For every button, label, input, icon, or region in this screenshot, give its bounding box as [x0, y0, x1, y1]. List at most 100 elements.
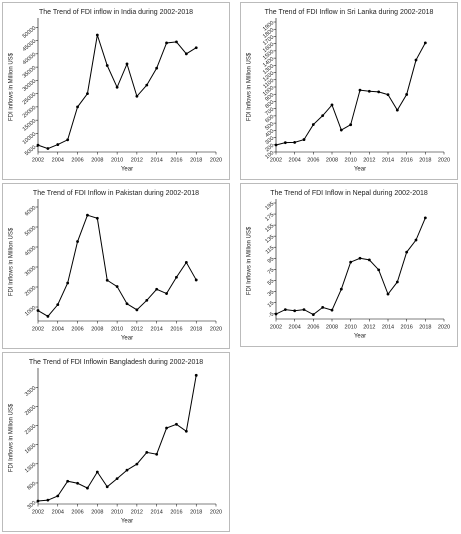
- y-axis-label: FDI Inflows in Million US$: [9, 227, 15, 296]
- point: [184, 52, 188, 56]
- point: [194, 278, 198, 282]
- point: [414, 238, 418, 242]
- x-tick-label: 2010: [111, 326, 123, 332]
- point: [86, 213, 89, 217]
- point: [125, 62, 129, 66]
- x-tick-label: 2010: [111, 157, 123, 163]
- point: [145, 83, 149, 87]
- x-axis-label: Year: [121, 167, 133, 173]
- x-tick-label: 2018: [419, 324, 431, 330]
- point: [95, 470, 99, 474]
- point: [302, 308, 306, 312]
- point: [175, 40, 178, 44]
- point: [395, 280, 399, 284]
- point: [115, 477, 119, 481]
- x-tick-label: 2006: [307, 324, 319, 330]
- point: [274, 143, 278, 147]
- point: [95, 216, 99, 220]
- x-tick-label: 2006: [71, 157, 83, 163]
- panel-border: [240, 183, 458, 347]
- point: [311, 313, 315, 316]
- panel-border: [2, 352, 230, 532]
- x-tick-label: 2002: [32, 326, 44, 332]
- x-tick-label: 2012: [131, 326, 143, 332]
- point: [165, 426, 168, 430]
- point: [66, 479, 70, 483]
- point: [86, 92, 89, 96]
- y-tick-label: 300: [26, 500, 37, 511]
- point: [405, 250, 409, 254]
- point: [105, 485, 109, 489]
- chart-title: The Trend of FDI Inflowin Bangladesh dur…: [29, 359, 203, 366]
- x-tick-label: 2012: [363, 324, 375, 330]
- point: [135, 462, 139, 466]
- y-tick-label: 900: [264, 92, 275, 103]
- x-axis-label: Year: [121, 519, 133, 525]
- x-tick-label: 2004: [289, 324, 301, 330]
- point: [36, 309, 40, 312]
- point: [46, 314, 50, 318]
- point: [135, 308, 139, 312]
- point: [165, 41, 168, 45]
- x-tick-label: 2018: [419, 157, 431, 163]
- point: [155, 287, 159, 291]
- y-axis-label: FDI Inflows in Million US$: [247, 52, 253, 121]
- point: [95, 33, 99, 37]
- point: [395, 108, 399, 112]
- y-tick-label: 100: [264, 150, 275, 161]
- x-tick-label: 2016: [170, 509, 182, 515]
- panel-border: [2, 2, 230, 180]
- x-tick-label: 2010: [345, 157, 357, 163]
- point: [358, 88, 362, 92]
- x-tick-label: 2014: [151, 326, 163, 332]
- y-tick-label: 35: [267, 289, 276, 298]
- chart-panel: The Trend of FDI inflow in India during …: [2, 2, 230, 180]
- y-axis-label: FDI Inflows in Million US$: [9, 403, 15, 472]
- x-tick-label: 2008: [91, 509, 103, 515]
- x-tick-label: 2014: [151, 509, 163, 515]
- point: [321, 306, 325, 309]
- x-tick-label: 2004: [52, 509, 64, 515]
- y-tick-label: 115: [265, 245, 276, 255]
- chart-title: The Trend of FDI Inflow in Pakistan duri…: [33, 190, 199, 197]
- point: [184, 429, 188, 433]
- point: [36, 143, 40, 147]
- point: [293, 309, 297, 313]
- x-axis-label: Year: [121, 336, 133, 342]
- y-tick-label: 800: [26, 481, 37, 492]
- y-tick-label: 15: [267, 300, 276, 309]
- y-tick-label: 175: [264, 212, 275, 223]
- point: [36, 499, 40, 503]
- x-tick-label: 2012: [131, 157, 143, 163]
- point: [274, 312, 278, 316]
- x-axis-label: Year: [354, 167, 366, 173]
- point: [76, 481, 79, 485]
- chart-title: The Trend of FDI Inflow in Nepal during …: [270, 190, 428, 197]
- point: [386, 93, 390, 97]
- point: [125, 468, 129, 472]
- point: [66, 138, 70, 142]
- chart-panel: The Trend of FDI Inflow in Sri Lanka dur…: [240, 2, 458, 180]
- point: [349, 123, 353, 127]
- y-tick-label: 500: [264, 121, 275, 132]
- chart-panel: The Trend of FDI Inflowin Bangladesh dur…: [2, 352, 230, 532]
- x-tick-label: 2020: [210, 157, 222, 163]
- y-tick-label: -5: [268, 312, 276, 320]
- x-axis-label: Year: [354, 334, 366, 340]
- point: [125, 302, 129, 306]
- y-tick-label: 600: [264, 114, 275, 125]
- x-tick-label: 2018: [190, 509, 202, 515]
- point: [105, 64, 109, 67]
- point: [115, 285, 119, 288]
- x-tick-label: 2006: [307, 157, 319, 163]
- x-tick-label: 2014: [382, 157, 394, 163]
- point: [135, 94, 139, 98]
- point: [386, 292, 390, 296]
- point: [115, 85, 119, 89]
- y-tick-label: 700: [264, 107, 275, 118]
- y-tick-label: 300: [264, 136, 275, 147]
- y-axis-label: FDI Inflows in Million US$: [247, 226, 253, 295]
- point: [405, 93, 409, 96]
- x-tick-label: 2016: [401, 157, 413, 163]
